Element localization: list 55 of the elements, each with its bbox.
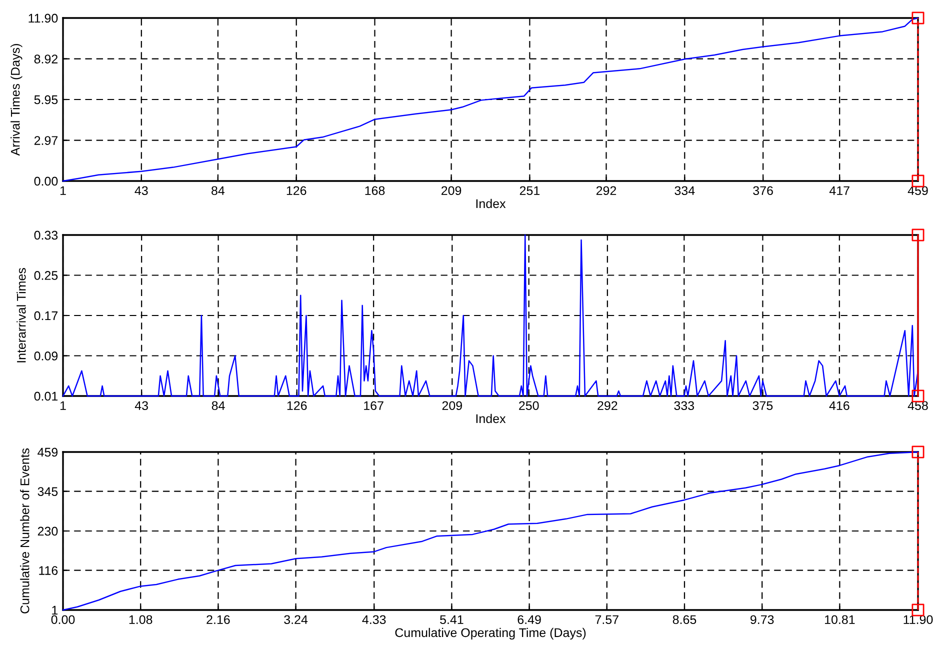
y-axis-title: Interarrival Times	[16, 268, 26, 362]
x-tick-label: 126	[287, 401, 307, 410]
x-tick-label: 250	[519, 401, 539, 410]
y-tick-label: 8.92	[34, 54, 58, 64]
x-tick-label: 84	[212, 401, 225, 410]
x-tick-label: 1.08	[129, 615, 152, 624]
x-tick-label: 126	[286, 186, 306, 196]
x-axis-title: Index	[476, 198, 506, 208]
y-tick-label: 2.97	[34, 136, 58, 145]
y-tick-label: 0.00	[34, 176, 58, 186]
x-tick-label: 417	[829, 186, 850, 195]
y-tick-label: 11.90	[28, 14, 58, 23]
x-tick-label: 2.16	[206, 615, 230, 624]
y-tick-label: 345	[38, 487, 58, 496]
y-tick-label: 5.95	[34, 95, 58, 104]
y-axis-title: Arrival Times (Days)	[10, 44, 22, 156]
x-axis-title: Cumulative Operating Time (Days)	[395, 628, 586, 640]
x-tick-label: 8.65	[672, 615, 696, 624]
x-tick-label: 5.41	[440, 615, 464, 624]
x-tick-label: 4.33	[362, 615, 386, 624]
x-tick-label: 209	[442, 401, 462, 410]
x-tick-label: 251	[520, 186, 540, 196]
x-tick-label: 43	[134, 186, 148, 196]
y-tick-label: 0.17	[34, 311, 58, 320]
x-tick-label: 333	[674, 401, 694, 410]
y-tick-label: 116	[39, 566, 58, 575]
y-tick-label: 230	[38, 526, 58, 536]
x-tick-label: 6.49	[518, 615, 541, 624]
y-tick-label: 0.09	[34, 352, 58, 360]
y-tick-label: 0.33	[34, 230, 58, 240]
x-tick-label: 167	[364, 401, 384, 410]
y-axis-title: Cumulative Number of Events	[20, 448, 30, 614]
x-tick-label: 1	[60, 186, 66, 195]
x-tick-label: 43	[134, 401, 148, 410]
y-tick-label: 0.01	[34, 392, 58, 401]
x-tick-label: 10.81	[825, 615, 855, 624]
y-tick-label: 1	[52, 606, 58, 615]
x-tick-label: 209	[442, 186, 462, 196]
x-tick-label: 1	[60, 401, 66, 410]
x-tick-label: 84	[212, 186, 225, 196]
x-tick-label: 11.90	[904, 615, 933, 624]
x-tick-label: 375	[752, 401, 773, 410]
x-tick-label: 376	[753, 186, 773, 196]
y-tick-label: 459	[38, 448, 58, 457]
x-tick-label: 334	[674, 186, 695, 196]
x-tick-label: 416	[829, 401, 850, 410]
x-axis-title: Index	[476, 414, 506, 424]
x-tick-label: 292	[598, 401, 618, 410]
x-tick-label: 168	[365, 186, 385, 196]
x-tick-label: 292	[596, 186, 616, 196]
y-tick-label: 0.25	[34, 271, 58, 280]
x-tick-label: 0.00	[51, 615, 75, 624]
x-tick-label: 3.24	[284, 615, 308, 624]
x-tick-label: 7.57	[595, 615, 618, 624]
x-tick-label: 9.73	[750, 615, 774, 624]
